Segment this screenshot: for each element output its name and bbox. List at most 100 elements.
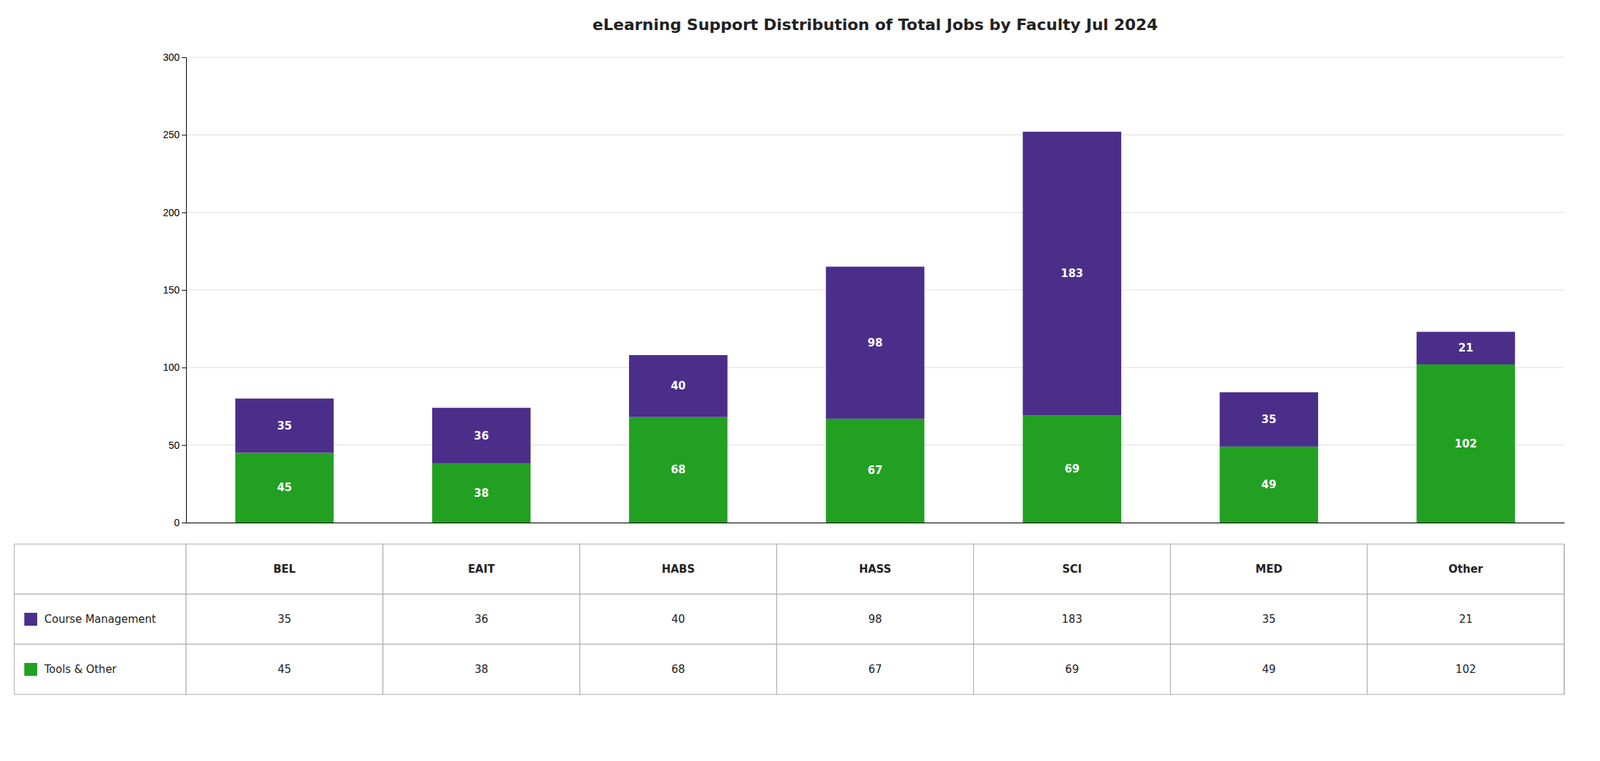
data-table: BELEAITHABSHASSSCIMEDOtherCourse Managem… (14, 543, 1565, 695)
data-label: 183 (1060, 266, 1083, 280)
table-value: 98 (867, 612, 882, 626)
y-tick: 100 (163, 361, 187, 373)
y-tick-mark (181, 134, 187, 136)
bar (1022, 131, 1122, 416)
x-axis-line (186, 522, 1565, 524)
table-value: 68 (671, 662, 685, 676)
bar (628, 417, 728, 523)
table-cell (382, 593, 580, 645)
table-border (1564, 543, 1565, 695)
y-tick-mark (181, 445, 187, 446)
y-tick: 300 (163, 51, 187, 63)
category-label: Other (1448, 562, 1484, 576)
category-label: MED (1255, 562, 1283, 576)
title: eLearning Support Distribution of Total … (592, 15, 1158, 34)
legend-label: Tools & Other (43, 662, 118, 676)
table-value: 102 (1455, 662, 1477, 676)
bar (432, 407, 531, 464)
x-axis (186, 522, 1565, 524)
y-tick-label: 50 (168, 439, 180, 451)
data-label: 35 (276, 419, 292, 433)
table-value: 40 (671, 612, 685, 626)
y-tick-mark (181, 212, 187, 214)
table-cell (14, 644, 187, 695)
bar (1416, 332, 1516, 365)
legend-swatch (24, 662, 38, 676)
table-cell (973, 593, 1171, 645)
category-label: SCI (1061, 562, 1082, 576)
table-value: 69 (1065, 662, 1080, 676)
bar (1220, 392, 1319, 447)
grid-line (186, 211, 1565, 213)
table-value: 45 (277, 662, 292, 676)
bar (432, 463, 531, 523)
data-label: 68 (670, 462, 686, 476)
table-cell (776, 593, 974, 645)
data-label: 49 (1261, 477, 1277, 491)
table-cell (1170, 543, 1368, 594)
y-tick: 0 (173, 516, 187, 529)
data-label: 21 (1458, 341, 1474, 355)
y-tick-label: 300 (163, 51, 181, 63)
table-cell (382, 543, 580, 594)
table-cell (14, 593, 187, 645)
table-value: 183 (1061, 612, 1083, 626)
table-cell (973, 543, 1171, 594)
table-cell (579, 644, 777, 695)
chart: eLearning Support Distribution of Total … (0, 0, 1600, 761)
data-labels: 453868676949102353640981833521 (276, 266, 1477, 500)
table-cell (382, 644, 580, 695)
table-value: 35 (1262, 612, 1276, 626)
table-cell (973, 644, 1171, 695)
table-cell (579, 543, 777, 594)
y-tick-mark (181, 289, 187, 291)
table-value: 38 (474, 662, 489, 676)
data-label: 38 (473, 486, 489, 500)
grid (186, 57, 1565, 523)
table-value: 21 (1459, 612, 1473, 626)
table-cell (776, 543, 974, 594)
bar (1022, 415, 1122, 524)
grid-line (186, 134, 1565, 136)
y-tick-mark (181, 522, 187, 524)
data-label: 40 (670, 379, 686, 393)
data-label: 98 (867, 336, 884, 350)
y-tick: 150 (163, 284, 187, 296)
data-label: 67 (867, 463, 884, 477)
table-cell (1367, 644, 1565, 695)
table-value: 36 (474, 612, 489, 626)
data-label: 69 (1064, 462, 1080, 476)
legend-swatch (24, 612, 38, 626)
series-bars (235, 131, 1515, 464)
bar (1416, 364, 1516, 523)
table-cell (1170, 593, 1368, 645)
table-cell (186, 593, 383, 645)
bar (1220, 446, 1319, 523)
y-tick: 200 (163, 206, 187, 219)
bar (235, 452, 335, 524)
table-cell (1367, 593, 1565, 645)
bar (825, 266, 925, 419)
category-label: HABS (661, 562, 695, 576)
bars (235, 131, 1515, 523)
y-tick-mark (181, 367, 187, 368)
category-label: EAIT (467, 562, 496, 576)
bar (235, 398, 335, 453)
table-cell (186, 644, 383, 695)
category-label: BEL (273, 562, 297, 576)
table-cell (1367, 543, 1565, 594)
legend-label: Course Management (44, 612, 156, 626)
y-tick-label: 150 (163, 284, 181, 296)
y-tick-mark (181, 57, 187, 58)
bar (628, 354, 728, 418)
table-cell (1170, 644, 1368, 695)
y-tick-label: 0 (173, 516, 180, 529)
y-axis-line (181, 57, 187, 524)
table-value: 35 (277, 612, 292, 626)
data-label: 102 (1454, 437, 1477, 451)
table-cell (186, 543, 383, 594)
table-value: 67 (867, 662, 882, 676)
y-tick: 50 (168, 439, 187, 451)
table-value: 49 (1262, 662, 1276, 676)
table-cell (579, 593, 777, 645)
